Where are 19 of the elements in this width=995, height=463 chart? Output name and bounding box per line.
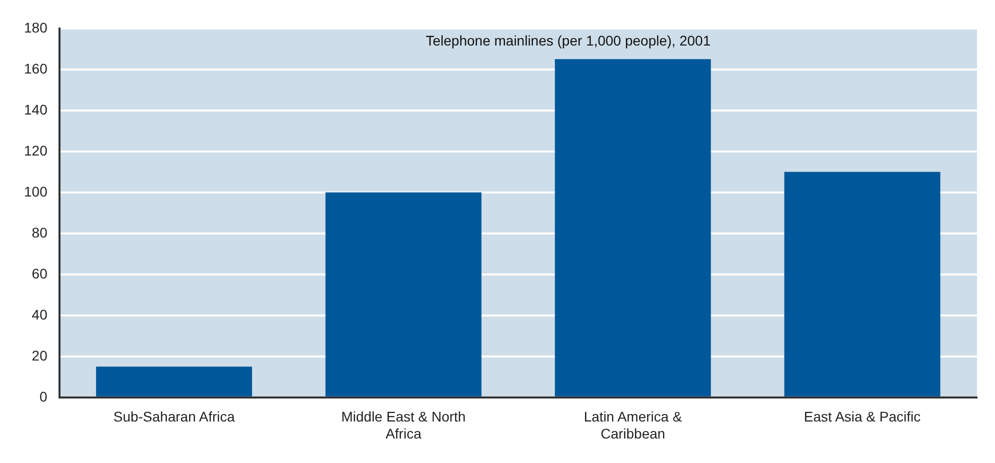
y-tick-label: 80 — [32, 224, 48, 240]
chart-title: Telephone mainlines (per 1,000 people), 2001 — [426, 32, 711, 48]
bar — [554, 59, 711, 396]
bar — [784, 172, 940, 396]
y-tick-label: 20 — [32, 347, 48, 364]
y-tick-label: 60 — [32, 265, 48, 282]
y-tick-label: 120 — [24, 142, 48, 158]
y-tick-label: 140 — [24, 101, 48, 118]
y-tick-label: 160 — [24, 60, 48, 76]
x-tick-label: Latin America & Caribbean — [584, 408, 683, 442]
y-tick-label: 0 — [40, 388, 48, 404]
y-tick-label: 180 — [24, 19, 48, 36]
bar — [325, 192, 482, 396]
y-tick-label: 100 — [24, 183, 48, 200]
bar — [96, 366, 252, 396]
x-tick-label: Sub-Saharan Africa — [113, 408, 235, 425]
x-tick-label: East Asia & Pacific — [804, 408, 921, 425]
y-tick-label: 40 — [32, 306, 48, 322]
x-tick-label: Middle East & North Africa — [341, 408, 466, 442]
